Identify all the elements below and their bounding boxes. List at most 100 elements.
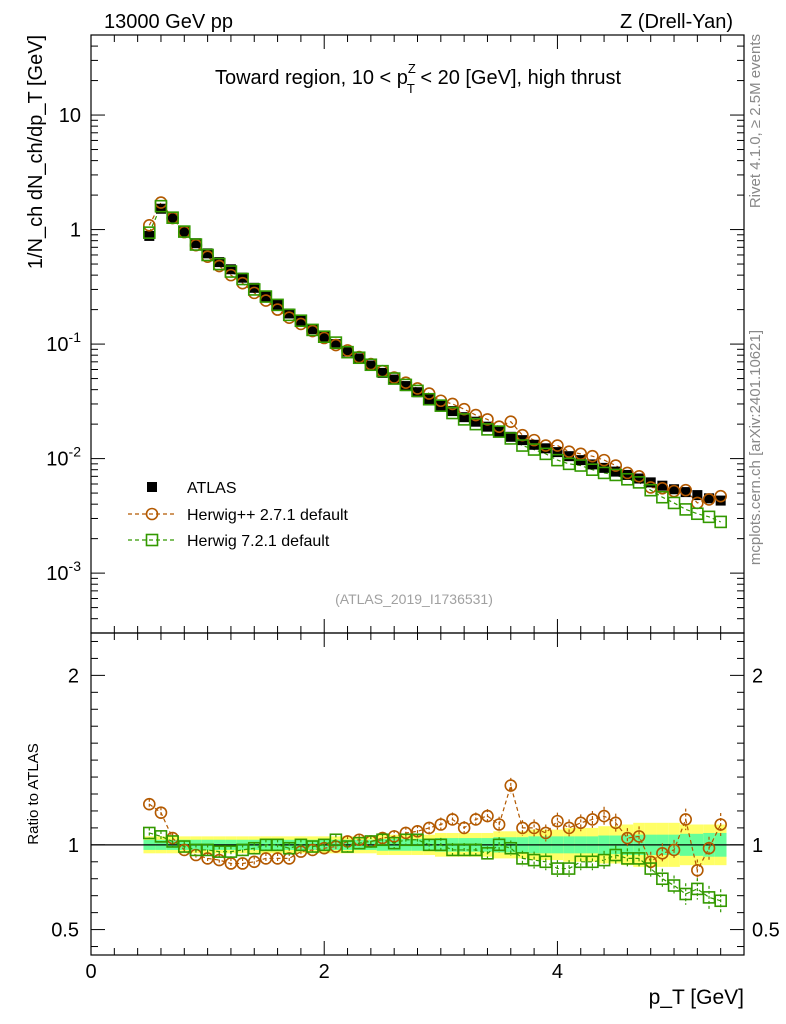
data-point-herwig7 — [306, 323, 319, 337]
ratio-point-herwigpp — [154, 806, 168, 819]
data-point-atlas — [260, 291, 271, 302]
series-line — [148, 201, 721, 504]
main-y-axis-label: 1/N_ch dN_ch/dp_T [GeV] — [25, 35, 47, 269]
data-point-herwig7 — [632, 476, 646, 489]
data-point-herwigpp — [702, 493, 716, 506]
ratio-point-herwigpp — [143, 797, 156, 811]
y-tick-label-exp: -3 — [69, 558, 82, 574]
ratio-point-herwigpp — [201, 852, 214, 865]
y-tick-label-exp: -1 — [69, 329, 82, 345]
main-y-axis-label-text: 1/N_ch dN_ch/dp_T [GeV] — [25, 35, 47, 269]
data-point-herwigpp — [609, 459, 623, 472]
plot-title-prefix: Toward region, 10 < p — [215, 67, 408, 89]
data-point-herwig7 — [411, 384, 424, 398]
data-point-herwig7 — [236, 272, 249, 286]
ratio-point-herwigpp — [609, 816, 623, 830]
y-tick-label: 10-3 — [46, 558, 81, 585]
data-point-herwig7 — [294, 314, 308, 328]
data-point-herwigpp — [504, 415, 518, 429]
data-point-atlas — [377, 367, 388, 378]
data-point-atlas — [622, 469, 633, 480]
ratio-y-tick-label-right: 0.5 — [752, 920, 780, 942]
y-tick-label-base: 10 — [46, 449, 68, 471]
ratio-point-herwigpp — [656, 847, 669, 860]
plot-title-sup: Z — [408, 61, 416, 76]
data-point-herwig7 — [364, 358, 378, 372]
data-point-herwig7 — [422, 392, 436, 406]
ratio-point-herwigpp — [539, 826, 553, 840]
analysis-watermark: (ATLAS_2019_I1736531) — [335, 591, 493, 607]
y-tick-label-base: 10 — [46, 563, 68, 585]
data-point-atlas — [470, 416, 481, 427]
mcplots-side-label: mcplots.cern.ch [arXiv:2401.10621] — [747, 330, 764, 565]
ratio-y-tick-label: 0.5 — [51, 920, 79, 942]
ratio-point-herwigpp — [597, 809, 611, 823]
ratio-point-herwigpp — [504, 779, 518, 792]
ratio-point-herwigpp — [212, 853, 226, 867]
ratio-point-herwig7 — [539, 855, 553, 869]
ratio-point-herwigpp — [621, 831, 634, 845]
ratio-point-herwig7 — [562, 862, 576, 875]
ratio-point-herwigpp — [469, 813, 483, 826]
ratio-point-herwigpp — [632, 830, 646, 843]
legend: ATLAS Herwig++ 2.7.1 default Herwig 7.2.1 … — [128, 480, 349, 550]
data-point-herwig7 — [714, 515, 727, 529]
plot-title: Toward region, 10 < pZ T < 20 [GeV], high… — [215, 61, 621, 96]
ratio-point-herwigpp — [247, 855, 261, 869]
data-point-atlas — [657, 480, 668, 491]
data-point-herwig7 — [247, 283, 261, 296]
ratio-point-herwigpp — [562, 821, 576, 835]
ratio-point-herwigpp — [586, 813, 599, 826]
data-point-herwigpp — [679, 483, 692, 497]
data-point-atlas — [190, 238, 201, 249]
data-point-atlas — [634, 473, 645, 484]
data-point-herwig7 — [154, 199, 168, 213]
plot-title-sub: T — [407, 81, 415, 96]
data-point-atlas — [400, 381, 411, 392]
x-tick-label: 0 — [85, 961, 96, 983]
ratio-point-herwigpp — [457, 821, 471, 835]
ratio-point-herwigpp — [411, 824, 424, 838]
ratio-point-herwigpp — [446, 813, 459, 826]
ratio-point-herwigpp — [679, 813, 692, 826]
ratio-point-herwig7 — [644, 862, 658, 875]
ratio-y-tick-label: 2 — [68, 665, 79, 687]
data-point-atlas — [342, 346, 353, 357]
y-tick-label-exp: -2 — [69, 444, 82, 460]
data-point-atlas — [167, 213, 178, 224]
ratio-point-herwigpp — [527, 821, 541, 835]
legend-label: Herwig 7.2.1 default — [187, 533, 330, 550]
data-point-atlas — [144, 230, 155, 241]
ratio-point-herwigpp — [481, 809, 494, 823]
data-point-herwig7 — [667, 496, 681, 510]
ratio-panel: 0 2 4 0.5 0.5 1 1 2 2 — [51, 632, 780, 983]
data-point-herwig7 — [691, 507, 704, 521]
data-point-atlas — [307, 324, 318, 335]
data-point-herwigpp — [551, 439, 564, 452]
data-point-atlas — [447, 406, 458, 417]
data-point-herwigpp — [597, 453, 611, 467]
data-point-herwig7 — [387, 372, 401, 385]
ratio-point-herwig7 — [656, 872, 669, 886]
y-tick-label: 10-2 — [46, 444, 81, 471]
data-point-atlas — [295, 315, 306, 326]
data-point-atlas — [214, 257, 225, 268]
process-label: Z (Drell-Yan) — [620, 11, 733, 33]
ratio-point-herwigpp — [434, 818, 448, 831]
data-point-herwig7 — [446, 406, 459, 420]
data-point-herwig7 — [259, 290, 273, 303]
ratio-y-tick-label: 1 — [68, 835, 79, 857]
data-point-herwig7 — [352, 351, 366, 365]
ratio-point-herwigpp — [422, 821, 436, 835]
data-point-atlas — [179, 226, 190, 237]
ratio-point-herwig7 — [667, 879, 681, 892]
data-point-herwig7 — [189, 238, 203, 251]
data-point-atlas — [365, 360, 376, 371]
data-point-atlas — [284, 308, 295, 319]
data-point-herwig7 — [271, 298, 284, 312]
ratio-y-tick-label-right: 1 — [752, 835, 763, 857]
data-point-herwigpp — [714, 489, 727, 503]
data-point-herwig7 — [434, 399, 448, 412]
